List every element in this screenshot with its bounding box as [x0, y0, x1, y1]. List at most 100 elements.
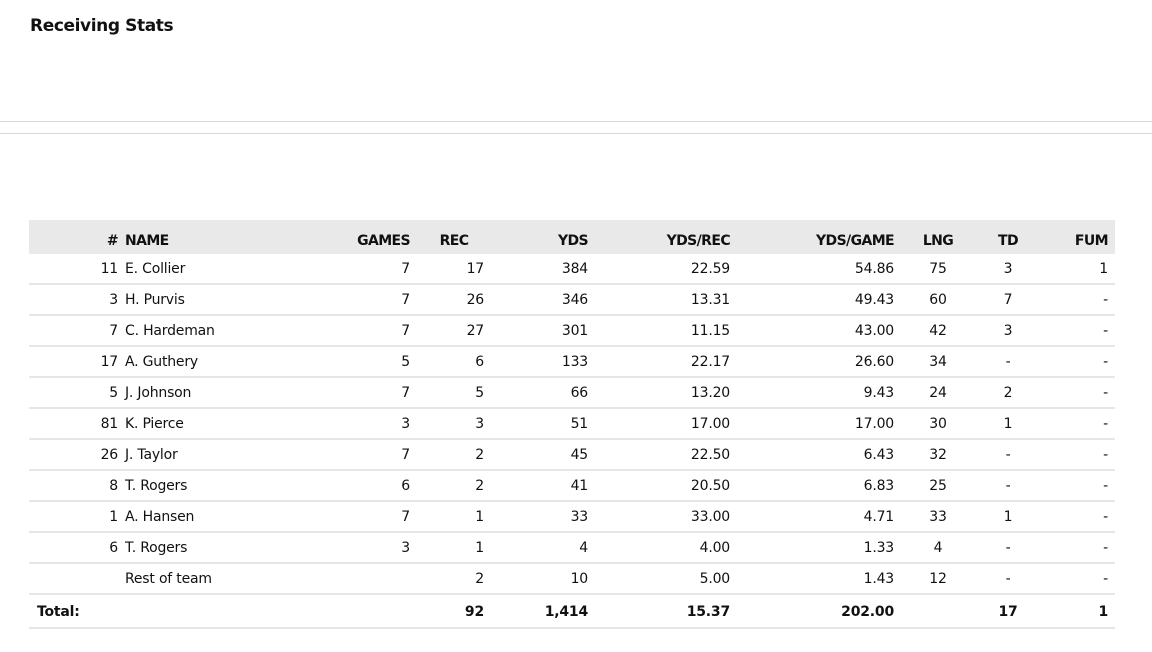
cell-fum: 1	[1041, 254, 1115, 285]
table-footer: Total: 92 1,414 15.37 202.00 17 1	[29, 594, 1115, 629]
cell-yds: 384	[491, 254, 595, 285]
cell-fum: -	[1041, 501, 1115, 533]
col-header-rec[interactable]: REC	[417, 220, 491, 254]
cell-lng: 60	[901, 284, 975, 316]
cell-name: J. Taylor	[125, 439, 287, 471]
cell-yds-rec: 13.20	[595, 377, 737, 409]
cell-td: -	[975, 346, 1041, 378]
cell-yds-game: 9.43	[737, 377, 901, 409]
cell-games: 5	[287, 346, 417, 378]
total-name-cell	[125, 594, 287, 629]
cell-games: 7	[287, 254, 417, 285]
cell-number: 81	[29, 408, 125, 440]
col-header-name[interactable]: NAME	[125, 220, 287, 254]
cell-rec: 5	[417, 377, 491, 409]
cell-number: 17	[29, 346, 125, 378]
cell-lng: 33	[901, 501, 975, 533]
cell-name: T. Rogers	[125, 532, 287, 564]
cell-fum: -	[1041, 470, 1115, 502]
col-header-td[interactable]: TD	[975, 220, 1041, 254]
cell-td: 1	[975, 408, 1041, 440]
total-td: 17	[975, 594, 1041, 629]
cell-yds-game: 54.86	[737, 254, 901, 285]
cell-number: 26	[29, 439, 125, 471]
cell-yds-game: 17.00	[737, 408, 901, 440]
cell-lng: 24	[901, 377, 975, 409]
col-header-games[interactable]: GAMES	[287, 220, 417, 254]
cell-yds: 66	[491, 377, 595, 409]
cell-games: 3	[287, 532, 417, 564]
cell-yds-game: 26.60	[737, 346, 901, 378]
cell-rec: 17	[417, 254, 491, 285]
cell-lng: 42	[901, 315, 975, 347]
cell-yds: 301	[491, 315, 595, 347]
cell-number: 6	[29, 532, 125, 564]
cell-rec: 1	[417, 501, 491, 533]
cell-number	[29, 563, 125, 595]
total-label: Total:	[29, 594, 125, 629]
col-header-yds-game[interactable]: YDS/GAME	[737, 220, 901, 254]
table-body: 11 E. Collier 7 17 384 22.59 54.86 75 3 1 3 H. Purv…	[29, 254, 1115, 595]
table-row: 26 J. Taylor 7 2 45 22.50 6.43 32- -	[29, 439, 1115, 471]
divider-top	[0, 121, 1152, 122]
cell-td: -	[975, 532, 1041, 564]
cell-rec: 2	[417, 470, 491, 502]
cell-yds: 41	[491, 470, 595, 502]
cell-yds-game: 6.43	[737, 439, 901, 471]
cell-games	[287, 563, 417, 595]
cell-yds: 51	[491, 408, 595, 440]
cell-lng: 12	[901, 563, 975, 595]
col-header-fum[interactable]: FUM	[1041, 220, 1115, 254]
cell-fum: -	[1041, 315, 1115, 347]
cell-yds-rec: 22.59	[595, 254, 737, 285]
total-yds: 1,414	[491, 594, 595, 629]
cell-yds-game: 49.43	[737, 284, 901, 316]
cell-yds-rec: 5.00	[595, 563, 737, 595]
cell-games: 7	[287, 377, 417, 409]
cell-number: 7	[29, 315, 125, 347]
cell-yds-rec: 4.00	[595, 532, 737, 564]
cell-number: 1	[29, 501, 125, 533]
cell-games: 7	[287, 501, 417, 533]
total-yds-rec: 15.37	[595, 594, 737, 629]
col-header-number[interactable]: #	[29, 220, 125, 254]
total-fum: 1	[1041, 594, 1115, 629]
cell-yds-game: 43.00	[737, 315, 901, 347]
cell-rec: 27	[417, 315, 491, 347]
cell-td: -	[975, 563, 1041, 595]
cell-yds: 10	[491, 563, 595, 595]
col-header-lng[interactable]: LNG	[901, 220, 975, 254]
divider-bottom	[0, 133, 1152, 134]
cell-td: 1	[975, 501, 1041, 533]
table-row: 11 E. Collier 7 17 384 22.59 54.86 75 3 1	[29, 254, 1115, 285]
cell-yds-rec: 17.00	[595, 408, 737, 440]
cell-rec: 26	[417, 284, 491, 316]
total-lng	[901, 594, 975, 629]
cell-fum: -	[1041, 408, 1115, 440]
cell-fum: -	[1041, 532, 1115, 564]
cell-yds: 4	[491, 532, 595, 564]
total-row: Total: 92 1,414 15.37 202.00 17 1	[29, 594, 1115, 629]
cell-yds: 346	[491, 284, 595, 316]
col-header-yds-rec[interactable]: YDS/REC	[595, 220, 737, 254]
cell-lng: 32	[901, 439, 975, 471]
cell-yds-rec: 33.00	[595, 501, 737, 533]
cell-games: 7	[287, 315, 417, 347]
cell-td: -	[975, 470, 1041, 502]
cell-name: H. Purvis	[125, 284, 287, 316]
cell-rec: 2	[417, 439, 491, 471]
cell-games: 3	[287, 408, 417, 440]
table-row: 81 K. Pierce 3 3 51 17.00 17.00 30 1-	[29, 408, 1115, 440]
table-row: 1 A. Hansen 7 1 33 33.00 4.71 33 1-	[29, 501, 1115, 533]
cell-td: 3	[975, 254, 1041, 285]
cell-yds-rec: 11.15	[595, 315, 737, 347]
cell-fum: -	[1041, 284, 1115, 316]
cell-name: K. Pierce	[125, 408, 287, 440]
cell-lng: 25	[901, 470, 975, 502]
col-header-yds[interactable]: YDS	[491, 220, 595, 254]
cell-fum: -	[1041, 346, 1115, 378]
cell-yds: 133	[491, 346, 595, 378]
cell-games: 7	[287, 439, 417, 471]
cell-number: 5	[29, 377, 125, 409]
